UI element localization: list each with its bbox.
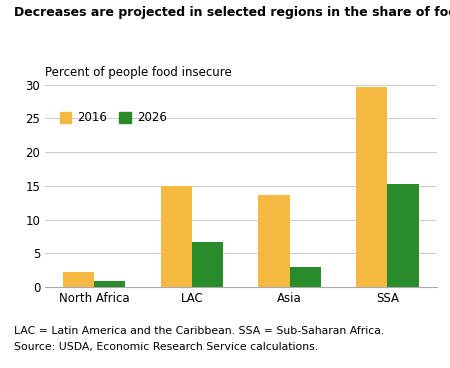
Text: Percent of people food insecure: Percent of people food insecure (45, 66, 232, 79)
Bar (290, 268, 321, 287)
Bar (356, 87, 387, 287)
Bar (258, 195, 290, 287)
Bar (192, 242, 223, 287)
Text: Source: USDA, Economic Research Service calculations.: Source: USDA, Economic Research Service … (14, 342, 318, 352)
Text: Decreases are projected in selected regions in the share of food-insecure people: Decreases are projected in selected regi… (14, 6, 450, 18)
Bar (161, 186, 192, 287)
Text: LAC = Latin America and the Caribbean. SSA = Sub-Saharan Africa.: LAC = Latin America and the Caribbean. S… (14, 326, 384, 336)
Bar (387, 184, 418, 287)
Legend: 2016, 2026: 2016, 2026 (55, 107, 171, 129)
Bar (94, 281, 126, 287)
Bar (63, 272, 94, 287)
